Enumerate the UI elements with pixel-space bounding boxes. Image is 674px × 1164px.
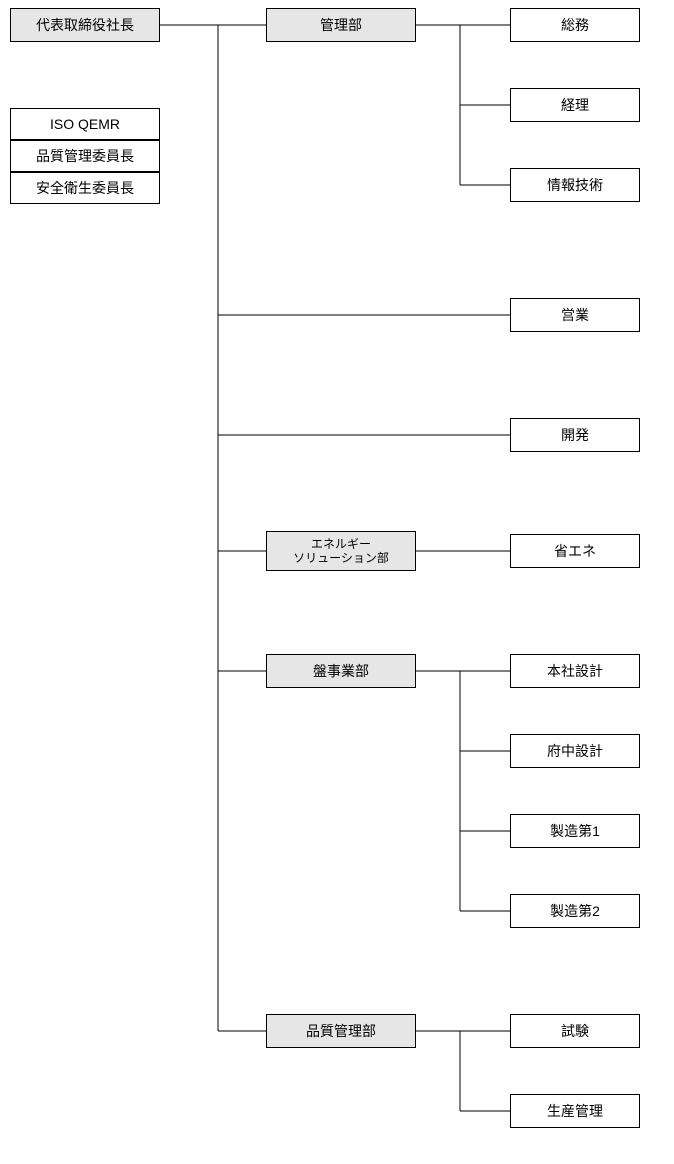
node-hq_des: 本社設計 [510,654,640,688]
node-mfg1: 製造第1 [510,814,640,848]
node-label: 生産管理 [547,1103,603,1120]
node-quality_c: 品質管理委員長 [10,140,160,172]
node-prodmgmt: 生産管理 [510,1094,640,1128]
node-admin: 管理部 [266,8,416,42]
node-label: 製造第1 [550,823,600,840]
node-label: 本社設計 [547,663,603,680]
node-acct: 経理 [510,88,640,122]
node-label: 経理 [561,97,589,114]
node-label: 省エネ [554,543,596,560]
node-safety_c: 安全衛生委員長 [10,172,160,204]
node-label: 安全衛生委員長 [36,180,134,197]
node-label: 品質管理部 [306,1023,376,1040]
node-mfg2: 製造第2 [510,894,640,928]
node-sales: 営業 [510,298,640,332]
node-test: 試験 [510,1014,640,1048]
node-label: 製造第2 [550,903,600,920]
node-dev: 開発 [510,418,640,452]
node-label: 府中設計 [547,743,603,760]
org-chart-canvas: 代表取締役社長 ISO QEMR 品質管理委員長安全衛生委員長 管理部 総務経理情報技術… [0,0,674,1164]
node-label: ISO QEMR [50,116,120,133]
node-label: 試験 [561,1023,589,1040]
node-panel: 盤事業部 [266,654,416,688]
node-label: 情報技術 [547,177,603,194]
node-president: 代表取締役社長 [10,8,160,42]
node-label: 盤事業部 [313,663,369,680]
node-iso: ISO QEMR [10,108,160,140]
node-eco: 省エネ [510,534,640,568]
node-ga: 総務 [510,8,640,42]
node-label: 品質管理委員長 [36,148,134,165]
node-it: 情報技術 [510,168,640,202]
node-label: 総務 [561,17,589,34]
node-label: 代表取締役社長 [36,17,134,34]
node-label: 管理部 [320,17,362,34]
node-label: 開発 [561,427,589,444]
node-label: エネルギー ソリューション部 [293,537,389,566]
node-label: 営業 [561,307,589,324]
node-energy: エネルギー ソリューション部 [266,531,416,571]
node-fu_des: 府中設計 [510,734,640,768]
node-qc: 品質管理部 [266,1014,416,1048]
